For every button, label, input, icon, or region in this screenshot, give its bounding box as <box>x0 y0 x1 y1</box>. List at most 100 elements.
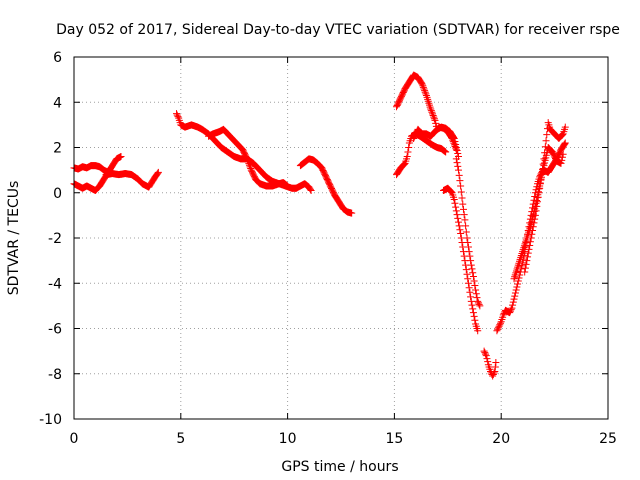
data-point <box>466 288 474 296</box>
data-point <box>418 80 426 88</box>
data-point <box>450 196 458 204</box>
data-point <box>400 161 408 169</box>
data-point <box>452 155 460 163</box>
data-point <box>457 182 465 190</box>
x-tick-label: 0 <box>70 431 79 447</box>
data-point <box>536 171 544 179</box>
data-point <box>464 279 472 287</box>
data-point <box>154 169 162 177</box>
data-point <box>247 165 255 173</box>
data-point <box>405 144 413 151</box>
data-point <box>458 194 466 202</box>
axis-ticks: 0 5 10 15 20 25 -10 -8 -6 -4 -2 0 2 4 6 <box>39 50 617 447</box>
data-point <box>419 82 427 90</box>
data-point <box>474 297 482 305</box>
data-point <box>454 218 462 226</box>
data-point <box>537 173 545 181</box>
data-point <box>524 249 532 257</box>
data-point <box>509 298 517 306</box>
data-point <box>173 110 181 118</box>
y-tick-label: -10 <box>39 412 62 428</box>
data-point <box>451 199 459 207</box>
data-point <box>535 185 543 193</box>
data-point <box>464 275 472 283</box>
data-point <box>429 110 437 118</box>
data-point <box>421 88 429 96</box>
data-point <box>514 280 522 288</box>
data-point <box>455 222 463 230</box>
data-point <box>459 200 467 208</box>
data-point <box>482 350 490 358</box>
data-point <box>467 293 475 301</box>
x-tick-label: 10 <box>279 431 297 447</box>
data-point <box>245 161 253 169</box>
data-point <box>449 138 457 146</box>
data-point <box>524 253 532 261</box>
data-point <box>404 148 412 156</box>
data-point <box>430 115 438 123</box>
data-point <box>514 277 522 285</box>
data-point <box>559 150 567 158</box>
data-point <box>469 272 477 280</box>
data-point <box>506 309 514 317</box>
data-point <box>470 312 478 320</box>
data-point <box>513 283 521 291</box>
data-point <box>543 131 551 139</box>
data-point <box>480 347 488 355</box>
data-point <box>460 211 468 219</box>
data-point <box>510 295 518 303</box>
data-point <box>447 187 455 195</box>
data-point <box>557 159 565 167</box>
data-point <box>468 265 476 273</box>
data-point <box>490 369 498 377</box>
data-point <box>559 131 567 139</box>
data-point <box>494 325 502 333</box>
y-tick-label: 2 <box>53 141 62 157</box>
data-point <box>454 162 462 170</box>
data-point <box>425 99 433 107</box>
x-tick-label: 15 <box>385 431 403 447</box>
y-tick-label: 6 <box>53 50 62 66</box>
data-point <box>403 153 411 161</box>
data-point <box>453 211 461 219</box>
data-point <box>306 185 314 193</box>
y-tick-label: -4 <box>48 276 62 292</box>
data-point <box>442 148 450 156</box>
data-point <box>454 214 462 222</box>
data-point <box>482 352 490 360</box>
data-point <box>452 207 460 215</box>
data-point <box>472 290 480 298</box>
data-point <box>539 167 547 175</box>
data-point <box>472 286 480 294</box>
data-point <box>509 301 517 309</box>
data-points <box>70 71 569 380</box>
data-point <box>561 140 569 148</box>
data-point <box>561 123 569 131</box>
data-point <box>524 230 532 238</box>
data-point <box>425 101 433 109</box>
data-point <box>428 108 436 116</box>
data-point <box>467 257 475 265</box>
data-point <box>522 260 530 268</box>
data-point <box>512 286 520 294</box>
y-axis-label: SDTVAR / TECUs <box>6 181 22 296</box>
data-point <box>453 159 461 167</box>
y-tick-label: -2 <box>48 231 62 247</box>
data-point <box>450 139 458 147</box>
data-point <box>476 302 484 310</box>
y-tick-label: -6 <box>48 322 62 338</box>
data-point <box>508 304 516 312</box>
data-point <box>561 139 569 147</box>
y-tick-label: 0 <box>53 186 62 202</box>
data-point <box>495 322 503 330</box>
data-point <box>430 113 438 121</box>
data-point <box>426 103 434 111</box>
data-point <box>538 170 546 178</box>
data-point <box>483 355 491 363</box>
data-point <box>469 309 477 317</box>
chart-title: Day 052 of 2017, Sidereal Day-to-day VTE… <box>56 22 620 38</box>
data-point <box>117 153 125 161</box>
data-point <box>558 156 566 164</box>
data-point <box>539 165 547 173</box>
data-point <box>246 163 254 171</box>
